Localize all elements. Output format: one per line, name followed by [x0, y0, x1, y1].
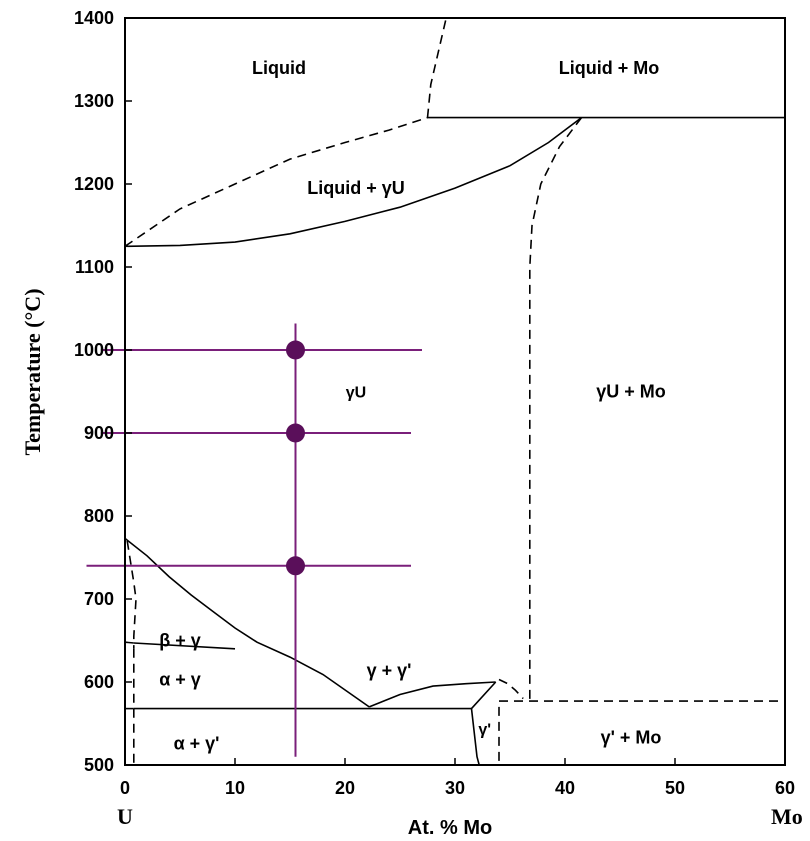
- x-end-label-left: U: [117, 804, 133, 829]
- data-point-1: [286, 340, 305, 360]
- data-points: [286, 340, 305, 576]
- phase-boundary-10: [133, 642, 236, 650]
- region-label-8: γ + γ': [367, 660, 412, 680]
- y-tick-label-500: 500: [84, 755, 114, 775]
- y-tick-label-1300: 1300: [74, 91, 114, 111]
- y-tick-label-1400: 1400: [74, 8, 114, 28]
- x-tick-label-40: 40: [555, 778, 575, 798]
- phase-boundary-12: [368, 681, 496, 708]
- region-label-1: Liquid: [252, 58, 306, 78]
- region-label-11: γ' + Mo: [601, 728, 662, 748]
- plot-frame: [124, 17, 786, 766]
- phase-boundary-1: [124, 116, 582, 248]
- phase-boundary-3: [124, 116, 428, 247]
- region-label-6: β + γ: [159, 631, 201, 651]
- x-end-label-right: Mo: [771, 804, 803, 829]
- y-tick-label-1100: 1100: [75, 257, 114, 277]
- y-tick-label-800: 800: [84, 506, 114, 526]
- region-label-4: γU: [346, 385, 366, 402]
- data-point-2: [286, 423, 305, 443]
- region-label-10: γ': [478, 721, 491, 738]
- phase-boundaries: [124, 17, 785, 766]
- phase-boundary-4: [426, 17, 447, 118]
- region-label-2: Liquid + Mo: [559, 58, 660, 78]
- x-tick-label-60: 60: [775, 778, 795, 798]
- x-axis-label: At. % Mo: [408, 817, 492, 839]
- y-axis-ticks: 500 600 700 800 900 1000 1100 1200 1300 1400: [74, 8, 132, 775]
- phase-boundary-17: [124, 641, 134, 644]
- region-label-7: α + γ: [159, 670, 201, 690]
- region-label-3: Liquid + γU: [307, 178, 405, 198]
- x-axis-ticks: 0 10 20 30 40 50 60: [120, 758, 795, 798]
- guide-lines: [86, 323, 422, 757]
- phase-boundary-13: [470, 681, 497, 710]
- region-label-9: α + γ': [174, 733, 220, 753]
- x-tick-label-0: 0: [120, 778, 130, 798]
- y-tick-label-1200: 1200: [74, 174, 114, 194]
- phase-boundary-14: [470, 708, 480, 766]
- y-tick-label-600: 600: [84, 672, 114, 692]
- phase-boundary-15: [126, 540, 137, 649]
- data-point-3: [286, 556, 305, 576]
- y-tick-label-1000: 1000: [74, 340, 114, 360]
- x-tick-label-20: 20: [335, 778, 355, 798]
- x-tick-label-30: 30: [445, 778, 465, 798]
- x-tick-label-50: 50: [665, 778, 685, 798]
- x-tick-label-10: 10: [225, 778, 245, 798]
- phase-boundary-5: [528, 117, 583, 702]
- region-label-5: γU + Mo: [596, 382, 666, 402]
- y-tick-label-700: 700: [84, 589, 114, 609]
- phase-region-labels: Liquid Liquid + Mo Liquid + γU γU γU + Mo β +…: [159, 58, 666, 754]
- phase-boundary-8: [498, 678, 524, 700]
- y-axis-label: Temperature (°C): [20, 288, 45, 455]
- y-tick-label-900: 900: [84, 423, 114, 443]
